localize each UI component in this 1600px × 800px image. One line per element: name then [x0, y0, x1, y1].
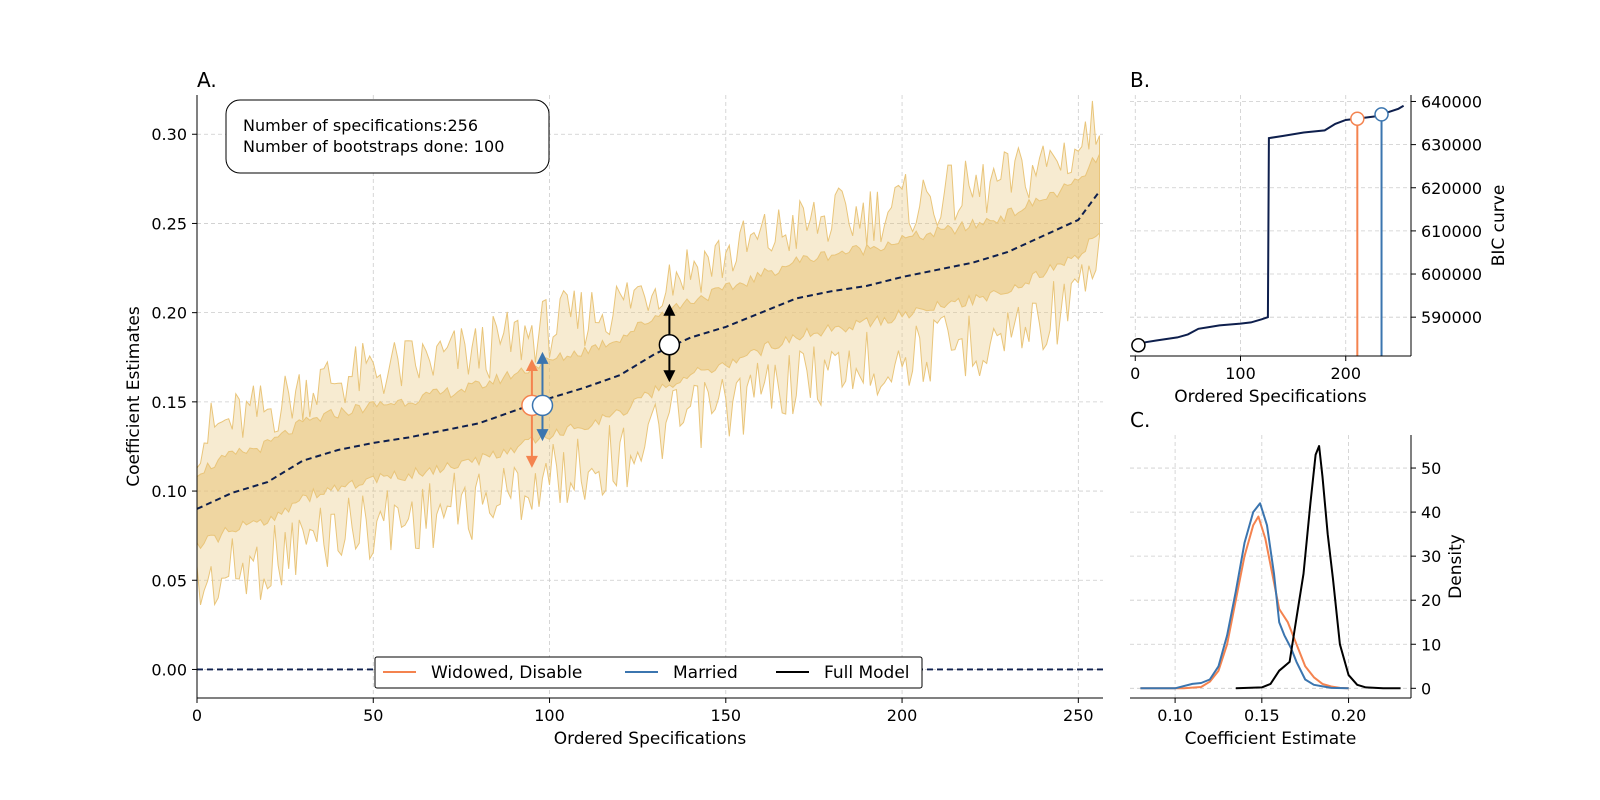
y-axis-label: Density	[1446, 534, 1466, 599]
y-tick-label: 610000	[1421, 222, 1482, 241]
y-tick-label: 0.20	[151, 304, 187, 323]
legend-label: Full Model	[824, 663, 910, 683]
annotation-text: Number of specifications:256	[243, 116, 478, 135]
y-tick-label: 20	[1421, 591, 1441, 610]
highlight-arrow-up	[525, 359, 538, 372]
y-tick-label: 30	[1421, 547, 1441, 566]
panel-label: A.	[197, 68, 217, 92]
x-axis-label: Ordered Specifications	[1174, 387, 1367, 407]
annotation-text: Number of bootstraps done: 100	[243, 137, 504, 156]
bic-curve	[1135, 104, 1405, 347]
x-tick-label: 0.20	[1331, 706, 1367, 725]
x-tick-label: 0.15	[1244, 706, 1280, 725]
y-tick-label: 630000	[1421, 136, 1482, 155]
x-tick-label: 200	[887, 706, 918, 725]
x-tick-label: 100	[1225, 364, 1256, 383]
median-estimate-curve	[196, 190, 1101, 510]
bic-marker	[1350, 111, 1365, 126]
highlight-arrow-down	[525, 455, 538, 468]
y-tick-label: 40	[1421, 503, 1441, 522]
y-axis-label: BIC curve	[1489, 185, 1509, 267]
panel-label: C.	[1130, 408, 1150, 432]
x-axis-label: Coefficient Estimate	[1185, 729, 1357, 749]
x-tick-label: 0	[192, 706, 202, 725]
y-tick-label: 600000	[1421, 265, 1482, 284]
x-tick-label: 50	[363, 706, 383, 725]
y-tick-label: 50	[1421, 459, 1441, 478]
panel-label: B.	[1130, 68, 1150, 92]
y-tick-label: 0.10	[151, 482, 187, 501]
x-tick-label: 0	[1130, 364, 1140, 383]
y-tick-label: 0.15	[151, 393, 187, 412]
x-tick-label: 100	[534, 706, 565, 725]
highlight-point	[658, 334, 681, 356]
legend-label: Widowed, Disable	[431, 663, 582, 683]
x-tick-label: 0.10	[1157, 706, 1193, 725]
y-tick-label: 0.30	[151, 125, 187, 144]
bic-marker	[1374, 107, 1389, 122]
y-tick-label: 590000	[1421, 308, 1482, 327]
x-tick-label: 150	[711, 706, 742, 725]
y-tick-label: 10	[1421, 635, 1441, 654]
inner-confidence-band	[196, 153, 1100, 550]
x-axis-label: Ordered Specifications	[554, 729, 747, 749]
y-tick-label: 620000	[1421, 179, 1482, 198]
density-curve	[1140, 515, 1349, 690]
highlight-point	[531, 394, 554, 417]
y-tick-label: 0	[1421, 679, 1431, 698]
x-tick-label: 250	[1063, 706, 1094, 725]
highlight-arrow-up	[663, 303, 676, 316]
y-tick-label: 0.25	[151, 214, 187, 233]
density-curve	[1235, 445, 1401, 690]
y-tick-label: 0.05	[151, 571, 187, 590]
panel-c: 0.10 0.15 0.20 0 10 20 30 40 50 Coefficient Estim…	[1130, 408, 1466, 749]
legend-label: Married	[673, 663, 738, 683]
y-tick-label: 640000	[1421, 92, 1482, 111]
density-curve	[1140, 502, 1349, 690]
bic-marker	[1131, 337, 1146, 353]
annotation-box	[225, 99, 550, 174]
y-axis-label: Coefficient Estimates	[124, 306, 144, 487]
highlight-arrow-down	[663, 370, 676, 383]
y-tick-label: 0.00	[151, 660, 187, 679]
highlight-arrow-up	[536, 351, 549, 364]
highlight-arrow-down	[536, 429, 549, 442]
panel-b: 0 100 200 590000 600000 610000 620000 630000 640…	[1130, 68, 1509, 407]
panel-a: Number of specifications:256 Number of bo…	[124, 68, 1103, 749]
x-tick-label: 200	[1330, 364, 1361, 383]
